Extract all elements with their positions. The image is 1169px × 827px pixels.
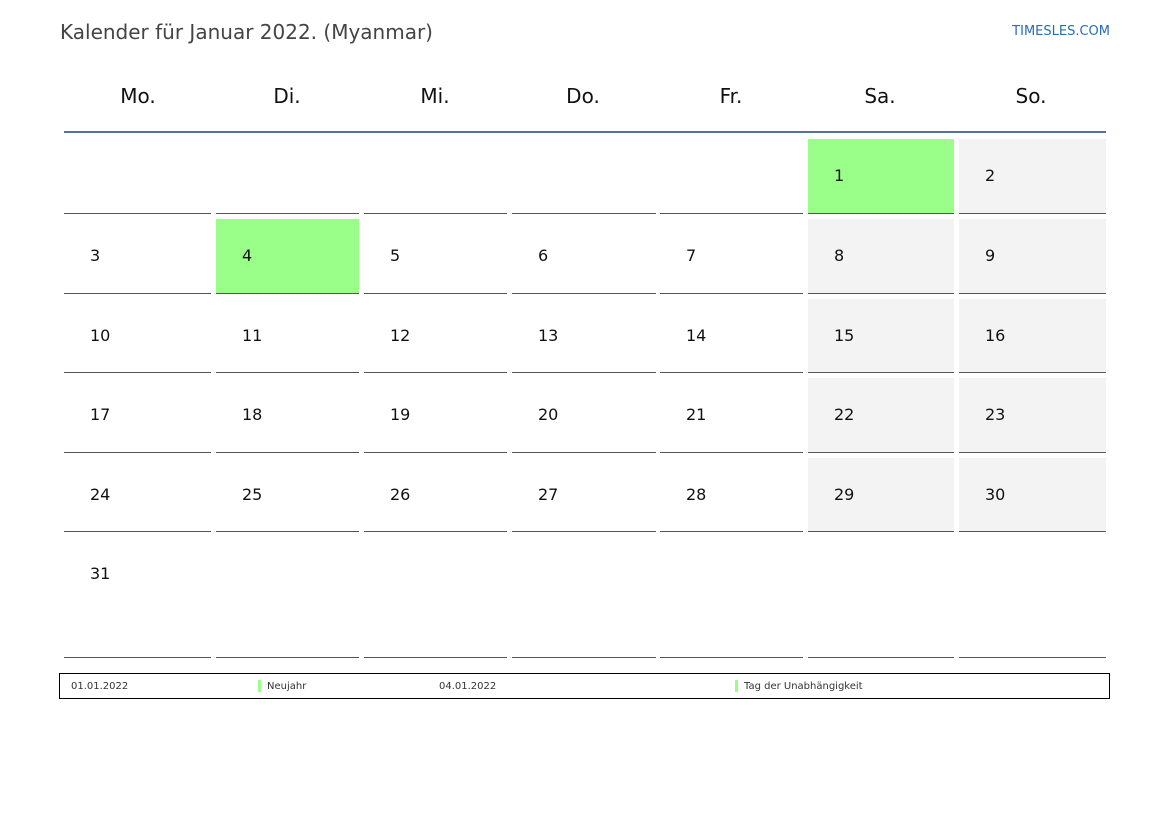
weekday-fri: Fr. — [719, 84, 743, 108]
day-number: 20 — [538, 405, 559, 424]
empty-cell-thu — [512, 537, 656, 658]
day-cell-6: 6 — [512, 219, 656, 294]
day-number: 28 — [686, 485, 707, 504]
weekday-mon: Mo. — [120, 84, 156, 108]
empty-cell-sat — [808, 537, 954, 658]
empty-cell-tue — [216, 139, 359, 214]
day-cell-27: 27 — [512, 458, 656, 532]
empty-cell-fri — [660, 537, 803, 658]
day-number: 1 — [834, 166, 845, 185]
empty-cell-mon — [64, 139, 211, 214]
day-cell-20: 20 — [512, 378, 656, 453]
day-number: 15 — [834, 326, 855, 345]
day-cell-24: 24 — [64, 458, 211, 532]
day-cell-25: 25 — [216, 458, 359, 532]
day-number: 9 — [985, 246, 996, 265]
weekday-sat: Sa. — [864, 84, 896, 108]
legend-name-2: Tag der Unabhängigkeit — [744, 681, 863, 692]
day-number: 4 — [242, 246, 253, 265]
day-number: 30 — [985, 485, 1006, 504]
empty-cell-wed — [364, 139, 507, 214]
day-cell-14: 14 — [660, 299, 803, 373]
day-cell-31: 31 — [64, 537, 211, 658]
page-title: Kalender für Januar 2022. (Myanmar) — [60, 20, 433, 44]
day-number: 13 — [538, 326, 559, 345]
day-number: 12 — [390, 326, 411, 345]
empty-cell-tue — [216, 537, 359, 658]
holiday-legend: 01.01.2022 Neujahr 04.01.2022 Tag der Un… — [59, 673, 1110, 699]
legend-swatch-2 — [735, 680, 738, 692]
day-number: 23 — [985, 405, 1006, 424]
day-number: 11 — [242, 326, 263, 345]
day-cell-26: 26 — [364, 458, 507, 532]
day-number: 2 — [985, 166, 996, 185]
day-cell-5: 5 — [364, 219, 507, 294]
weekday-tue: Di. — [273, 84, 301, 108]
day-cell-19: 19 — [364, 378, 507, 453]
day-cell-9: 9 — [959, 219, 1106, 294]
day-cell-12: 12 — [364, 299, 507, 373]
empty-cell-fri — [660, 139, 803, 214]
day-number: 29 — [834, 485, 855, 504]
day-cell-11: 11 — [216, 299, 359, 373]
day-number: 27 — [538, 485, 559, 504]
day-cell-29: 29 — [808, 458, 954, 532]
empty-cell-thu — [512, 139, 656, 214]
day-cell-15: 15 — [808, 299, 954, 373]
day-cell-16: 16 — [959, 299, 1106, 373]
empty-cell-wed — [364, 537, 507, 658]
day-cell-23: 23 — [959, 378, 1106, 453]
day-number: 3 — [90, 246, 101, 265]
day-number: 8 — [834, 246, 845, 265]
legend-date-2: 04.01.2022 — [439, 681, 497, 692]
day-cell-2: 2 — [959, 139, 1106, 214]
empty-cell-sun — [959, 537, 1106, 658]
day-number: 6 — [538, 246, 549, 265]
day-number: 5 — [390, 246, 401, 265]
day-cell-3: 3 — [64, 219, 211, 294]
legend-swatch-1 — [258, 680, 261, 692]
site-link[interactable]: TIMESLES.COM — [1012, 24, 1110, 39]
day-cell-13: 13 — [512, 299, 656, 373]
day-cell-10: 10 — [64, 299, 211, 373]
day-cell-18: 18 — [216, 378, 359, 453]
day-cell-1: 1 — [808, 139, 954, 214]
day-cell-8: 8 — [808, 219, 954, 294]
weekday-sun: So. — [1015, 84, 1047, 108]
day-cell-7: 7 — [660, 219, 803, 294]
day-cell-30: 30 — [959, 458, 1106, 532]
day-number: 22 — [834, 405, 855, 424]
day-cell-17: 17 — [64, 378, 211, 453]
day-number: 25 — [242, 485, 263, 504]
day-cell-21: 21 — [660, 378, 803, 453]
weekday-wed: Mi. — [420, 84, 450, 108]
day-cell-28: 28 — [660, 458, 803, 532]
legend-name-1: Neujahr — [267, 681, 307, 692]
day-number: 7 — [686, 246, 697, 265]
day-number: 10 — [90, 326, 111, 345]
legend-date-1: 01.01.2022 — [71, 681, 129, 692]
weekday-thu: Do. — [566, 84, 600, 108]
day-number: 16 — [985, 326, 1006, 345]
weekday-header: Mo. Di. Mi. Do. Fr. Sa. So. — [64, 84, 1106, 114]
day-number: 31 — [90, 564, 111, 583]
day-number: 24 — [90, 485, 111, 504]
day-number: 19 — [390, 405, 411, 424]
day-number: 21 — [686, 405, 707, 424]
day-number: 18 — [242, 405, 263, 424]
day-cell-22: 22 — [808, 378, 954, 453]
header-divider — [64, 131, 1106, 133]
day-number: 14 — [686, 326, 707, 345]
day-number: 26 — [390, 485, 411, 504]
day-number: 17 — [90, 405, 111, 424]
day-cell-4: 4 — [216, 219, 359, 294]
